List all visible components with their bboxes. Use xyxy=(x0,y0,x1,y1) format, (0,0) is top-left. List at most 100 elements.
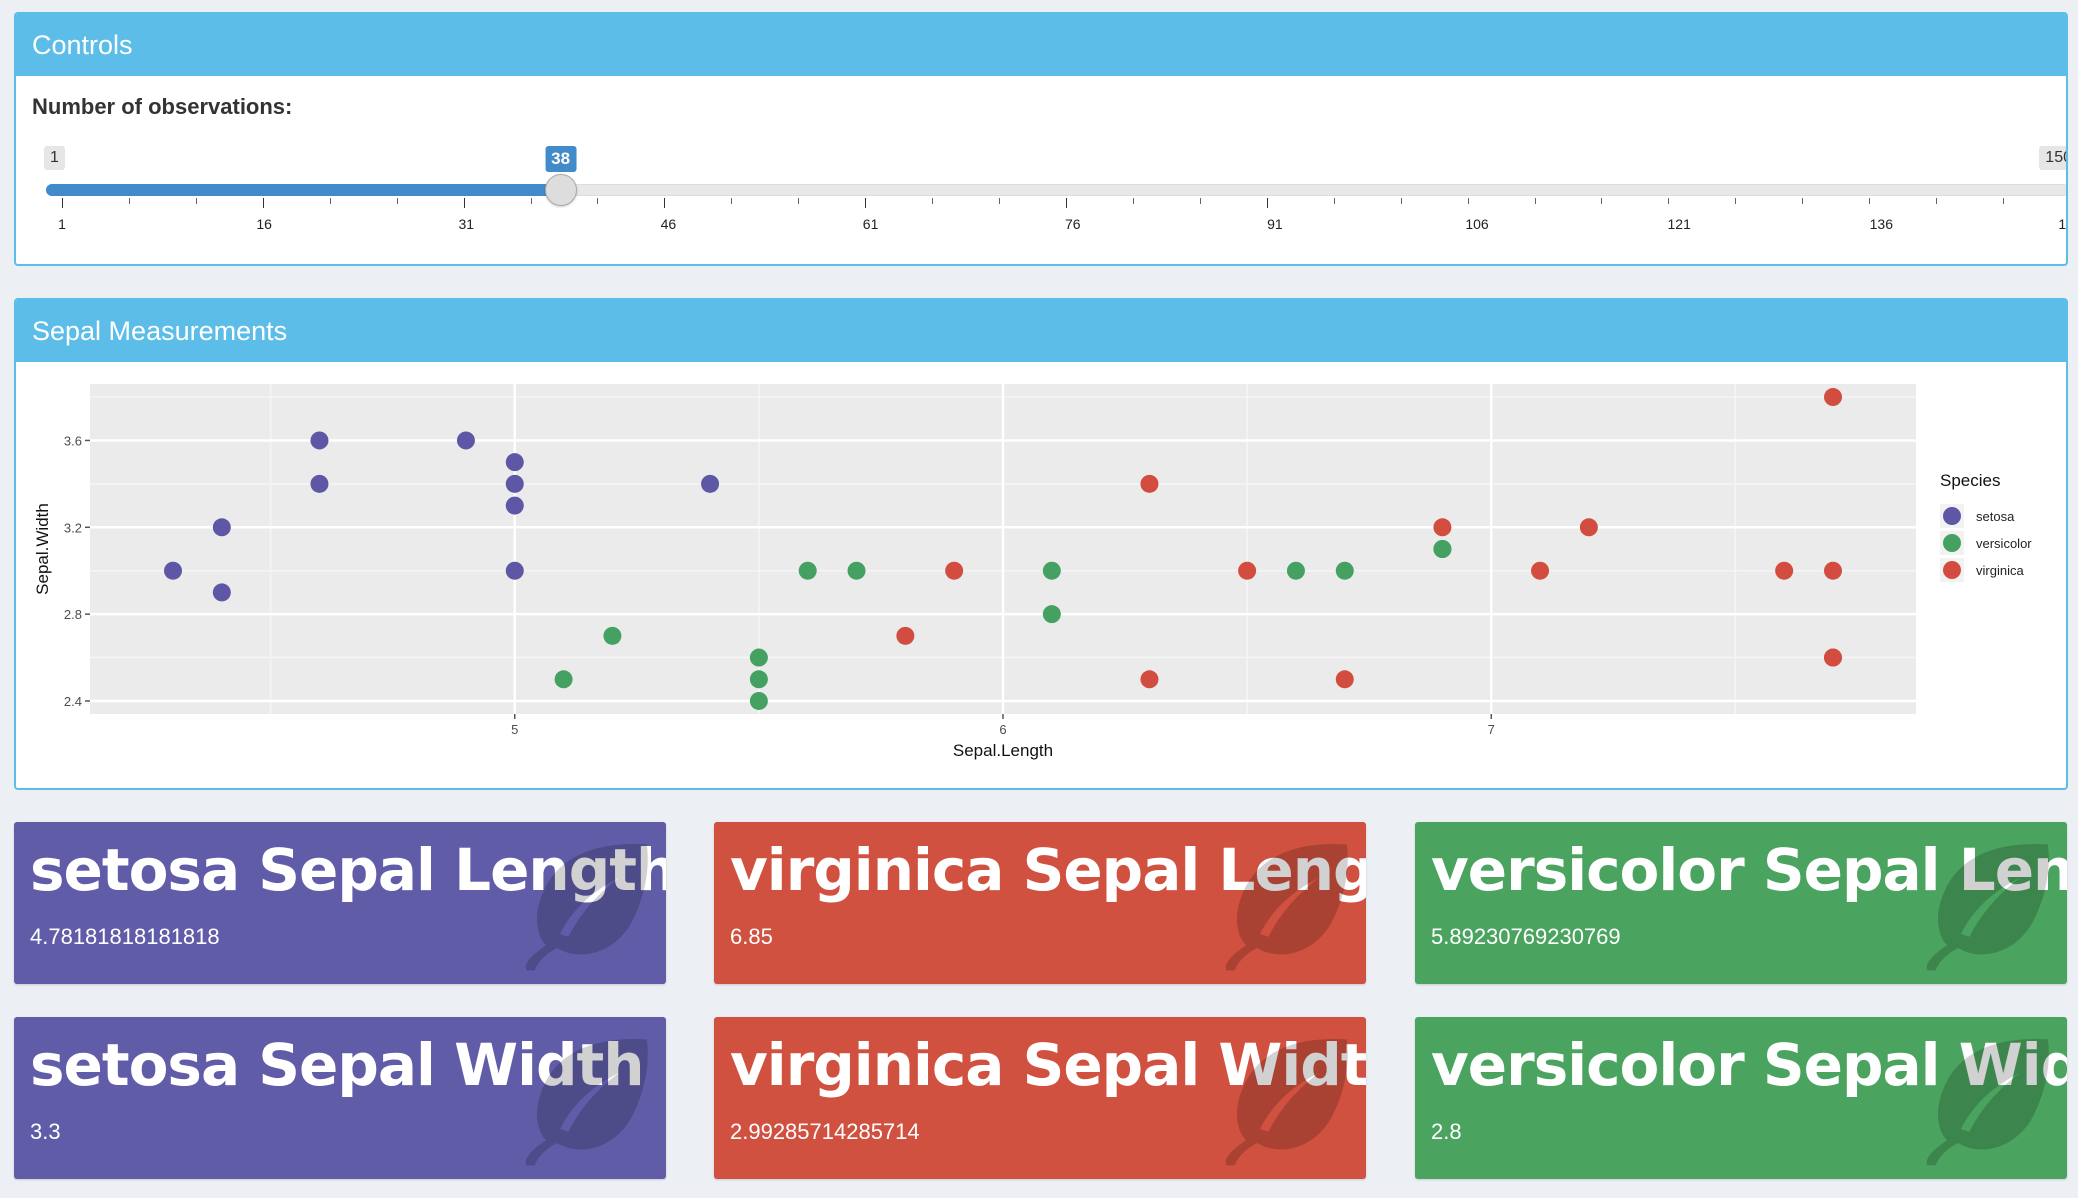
slider-minor-tick xyxy=(1936,198,1938,204)
point-versicolor xyxy=(847,561,866,580)
leaf-icon xyxy=(1926,1038,2049,1166)
point-setosa xyxy=(310,431,329,450)
point-setosa xyxy=(164,561,182,580)
point-versicolor xyxy=(749,648,768,667)
value-box-title: versicolor Sepal Length xyxy=(1431,836,2067,904)
point-virginica xyxy=(1433,518,1452,537)
x-tick-label: 6 xyxy=(999,722,1006,737)
point-setosa xyxy=(212,583,231,602)
slider-major-tick xyxy=(262,198,264,208)
value-box-virginica-width: virginica Sepal Width 2.99285714285714 xyxy=(714,1017,1366,1179)
slider-tick-label: 150 xyxy=(2058,216,2067,232)
observations-slider[interactable]: 1 150 38 1 16 31 46 61 76 91 106 121 136 150 xyxy=(44,140,2067,250)
value-box-title: virginica Sepal Length xyxy=(730,836,1366,904)
slider-max-badge: 150 xyxy=(2039,146,2066,170)
point-versicolor xyxy=(749,691,768,710)
point-setosa xyxy=(212,518,231,537)
slider-tick-label: 61 xyxy=(862,216,879,232)
slider-tick-label: 76 xyxy=(1064,216,1081,232)
point-versicolor xyxy=(1042,605,1061,624)
point-virginica xyxy=(945,561,964,580)
point-virginica xyxy=(1140,474,1159,493)
point-setosa xyxy=(505,561,524,580)
plot-header: Sepal Measurements xyxy=(16,300,2066,362)
slider-value-badge: 38 xyxy=(545,146,577,172)
point-setosa xyxy=(701,474,720,493)
slider-major-tick xyxy=(664,198,666,208)
slider-minor-tick xyxy=(798,198,800,204)
point-versicolor xyxy=(603,626,622,645)
slider-major-tick xyxy=(463,198,465,208)
legend-key-setosa xyxy=(1943,507,1961,525)
slider-minor-tick xyxy=(932,198,934,204)
slider-minor-tick xyxy=(1869,198,1871,204)
legend-label-versicolor: versicolor xyxy=(1976,536,2032,551)
slider-minor-tick xyxy=(1467,198,1469,204)
slider-minor-tick xyxy=(530,198,532,204)
controls-box: Controls Number of observations: 1 150 3… xyxy=(14,12,2068,266)
value-box-title: virginica Sepal Width xyxy=(730,1031,1366,1099)
slider-minor-tick xyxy=(2003,198,2005,204)
point-virginica xyxy=(1238,561,1257,580)
point-virginica xyxy=(1579,518,1598,537)
slider-minor-tick xyxy=(1668,198,1670,204)
slider-minor-tick xyxy=(1199,198,1201,204)
slider-tick-label: 1 xyxy=(58,216,66,232)
slider-minor-tick xyxy=(1601,198,1603,204)
legend-key-versicolor xyxy=(1943,534,1961,552)
slider-minor-tick xyxy=(1735,198,1737,204)
slider-handle[interactable] xyxy=(544,174,577,206)
slider-minor-tick xyxy=(195,198,197,204)
slider-minor-tick xyxy=(128,198,130,204)
slider-minor-tick xyxy=(1333,198,1335,204)
point-versicolor xyxy=(798,561,817,580)
point-setosa xyxy=(505,453,524,472)
value-box-title: setosa Sepal Width xyxy=(30,1031,645,1099)
point-versicolor xyxy=(1433,540,1452,558)
sepal-scatter-plot: 5 6 7 2.4 2.8 3.2 3.6 Sepal.Length Sepal.Width Sp… xyxy=(33,384,2032,760)
slider-tick-label: 136 xyxy=(1869,216,1894,232)
slider-minor-tick xyxy=(1534,198,1536,204)
value-box-title: versicolor Sepal Width xyxy=(1431,1031,2067,1099)
leaf-icon xyxy=(1926,843,2049,971)
value-box-value: 4.78181818181818 xyxy=(30,924,220,949)
leaf-icon xyxy=(525,843,648,971)
slider-major-tick xyxy=(1066,198,1067,208)
slider-min-badge: 1 xyxy=(44,146,65,170)
slider-tick-label: 121 xyxy=(1667,216,1691,232)
point-setosa xyxy=(456,431,475,450)
point-virginica xyxy=(1140,670,1159,689)
y-tick-label: 3.2 xyxy=(64,520,82,535)
slider-label: Number of observations: xyxy=(32,94,293,119)
x-tick-label: 5 xyxy=(511,722,518,737)
value-box-versicolor-length: versicolor Sepal Length 5.89230769230769 xyxy=(1415,822,2067,984)
slider-minor-tick xyxy=(597,198,599,204)
point-virginica xyxy=(1531,561,1550,580)
point-versicolor xyxy=(554,670,573,689)
slider-fill xyxy=(46,184,561,196)
slider-minor-tick xyxy=(1400,198,1402,204)
value-box-value: 6.85 xyxy=(730,924,773,949)
slider-minor-tick xyxy=(731,198,733,204)
legend-label-virginica: virginica xyxy=(1976,563,2024,578)
leaf-icon xyxy=(525,1038,648,1166)
point-setosa xyxy=(310,474,329,493)
value-box-virginica-length: virginica Sepal Length 6.85 xyxy=(714,822,1366,984)
slider-minor-tick xyxy=(999,198,1001,204)
y-tick-label: 2.4 xyxy=(64,694,82,709)
slider-tick-label: 46 xyxy=(660,216,677,232)
point-versicolor xyxy=(1286,561,1305,580)
slider-minor-tick xyxy=(396,198,398,204)
slider-tick-label: 16 xyxy=(256,216,272,232)
point-virginica xyxy=(1335,670,1354,689)
x-tick-label: 7 xyxy=(1488,722,1495,737)
point-virginica xyxy=(1824,388,1842,407)
point-versicolor xyxy=(749,670,768,689)
legend-title: Species xyxy=(1940,471,2000,490)
value-box-value: 2.8 xyxy=(1431,1119,1462,1144)
controls-header: Controls xyxy=(16,14,2066,76)
value-box-setosa-width: setosa Sepal Width 3.3 xyxy=(14,1017,666,1179)
point-virginica xyxy=(1775,561,1794,580)
leaf-icon xyxy=(1225,843,1348,971)
slider-major-tick xyxy=(865,198,867,208)
